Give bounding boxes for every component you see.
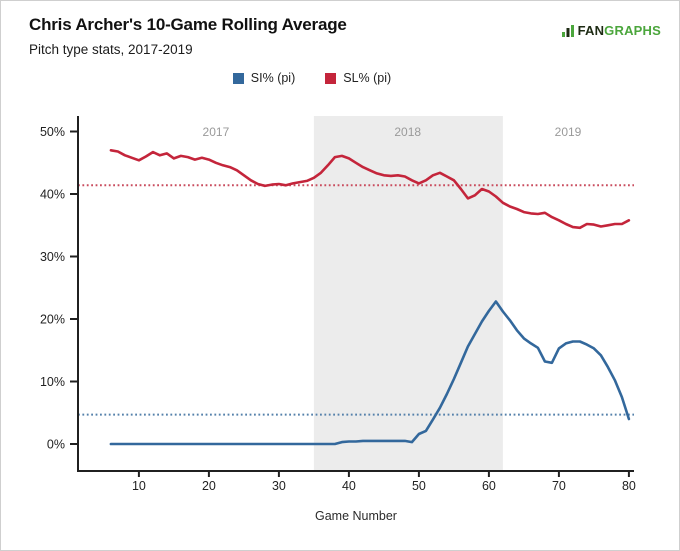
- legend: SI% (pi) SL% (pi): [1, 71, 679, 85]
- y-tick-label: 10%: [40, 375, 65, 389]
- y-tick-label: 40%: [40, 188, 65, 202]
- legend-item-si: SI% (pi): [232, 71, 296, 85]
- year-label-2019: 2019: [555, 125, 582, 139]
- legend-swatch-si: [232, 72, 244, 84]
- x-tick-label: 80: [622, 479, 636, 493]
- series-line-si-pi-: [109, 300, 631, 446]
- year-label-2017: 2017: [203, 125, 230, 139]
- legend-item-sl: SL% (pi): [325, 71, 391, 85]
- legend-label-si: SI% (pi): [250, 71, 296, 85]
- season-band-2018: [313, 116, 503, 471]
- y-tick-label: 30%: [40, 250, 65, 264]
- fangraphs-icon: [561, 24, 574, 37]
- x-tick-label: 30: [272, 479, 286, 493]
- series-line-sl-pi-: [109, 149, 631, 230]
- x-axis-title: Game Number: [315, 509, 397, 523]
- legend-label-sl: SL% (pi): [343, 71, 392, 85]
- logo-text-graphs: GRAPHS: [604, 23, 661, 38]
- y-tick-label: 0%: [47, 438, 65, 452]
- year-label-2018: 2018: [394, 125, 421, 139]
- y-tick-label: 50%: [40, 125, 65, 139]
- logo-text-fan: FAN: [577, 23, 605, 38]
- x-tick-label: 10: [132, 479, 146, 493]
- x-tick-label: 40: [342, 479, 356, 493]
- x-tick-label: 50: [412, 479, 426, 493]
- legend-swatch-sl: [325, 72, 337, 84]
- chart-subtitle: Pitch type stats, 2017-2019: [29, 42, 193, 57]
- fangraphs-logo: FAN GRAPHS: [561, 23, 661, 38]
- x-tick-label: 70: [552, 479, 566, 493]
- x-tick-label: 60: [482, 479, 496, 493]
- y-tick-label: 20%: [40, 313, 65, 327]
- chart-title: Chris Archer's 10-Game Rolling Average: [29, 15, 347, 34]
- x-tick-label: 20: [202, 479, 216, 493]
